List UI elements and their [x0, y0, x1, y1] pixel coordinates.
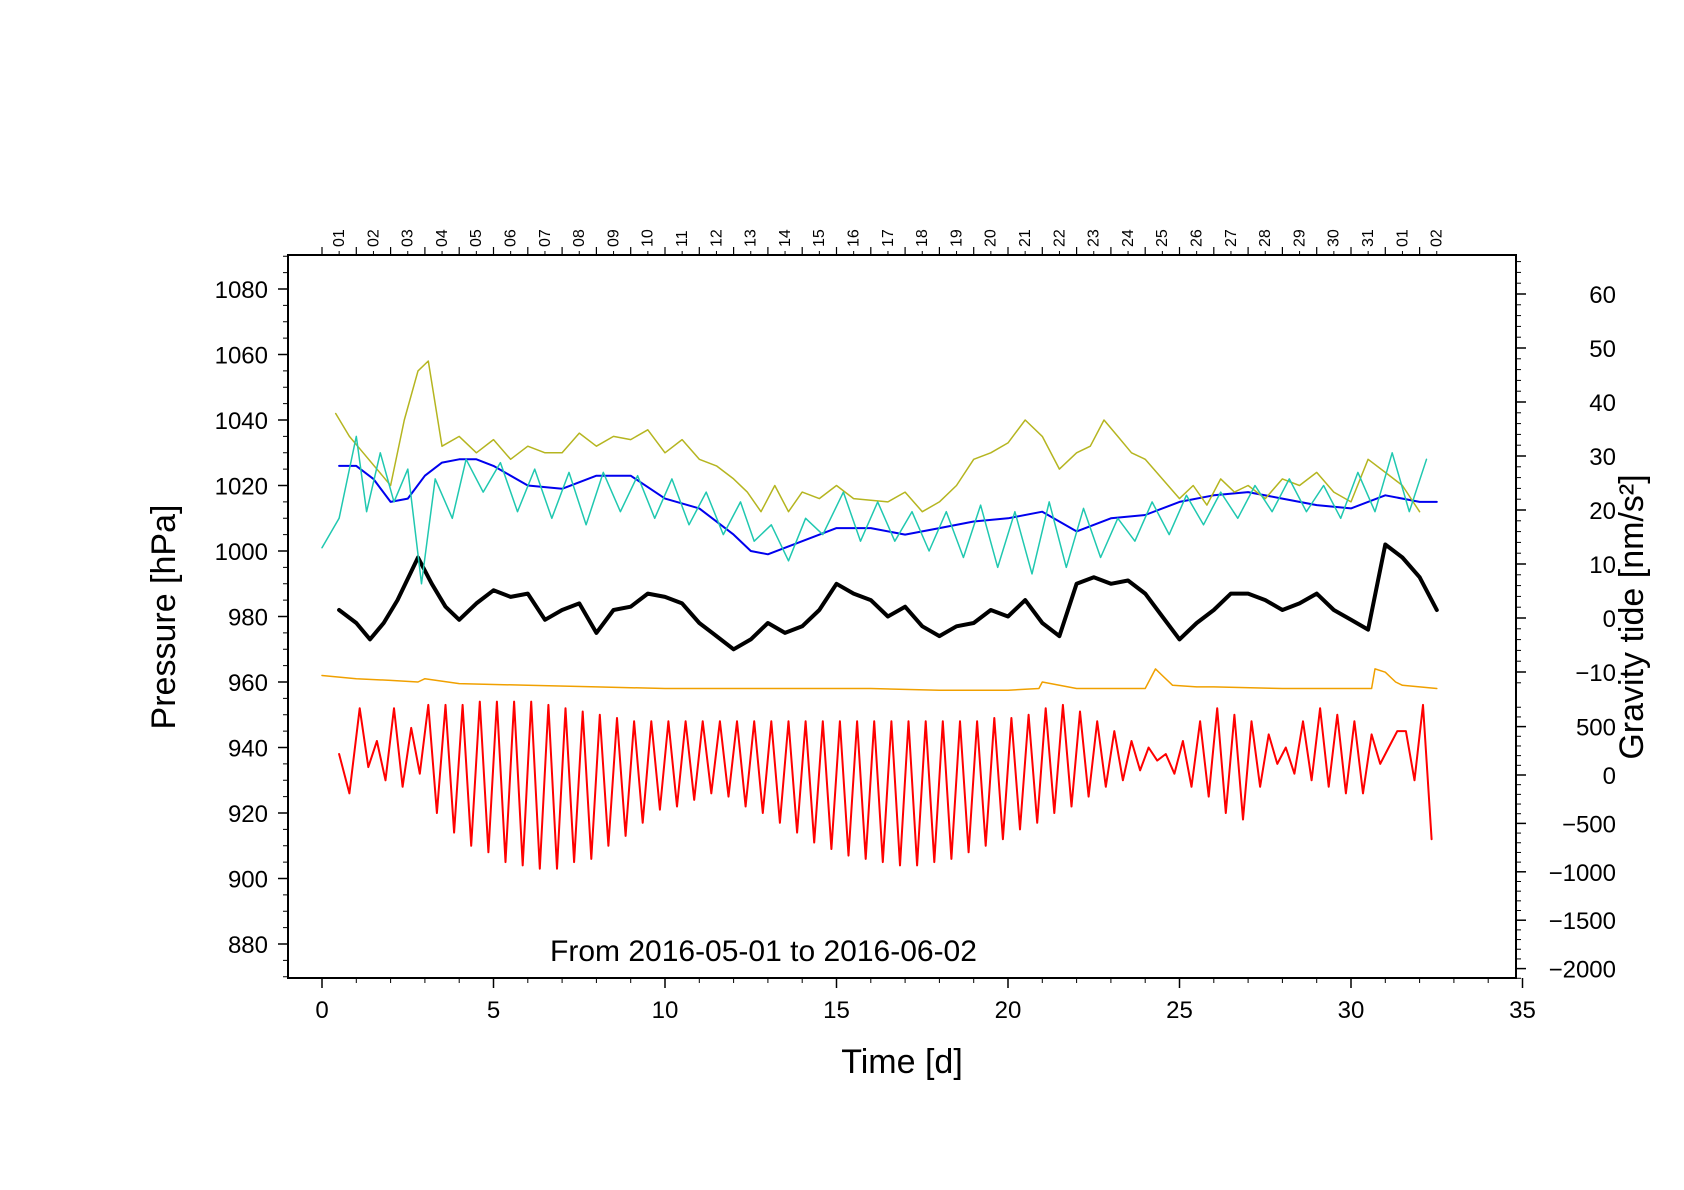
- top-day-label: 06: [503, 229, 520, 247]
- right-upper-tick-label: 50: [1589, 336, 1616, 363]
- top-day-label: 05: [468, 229, 485, 247]
- y-tick-label: 960: [228, 670, 268, 697]
- right-lower-tick-label: 0: [1603, 763, 1616, 790]
- x-tick-label: 30: [1338, 997, 1365, 1024]
- y-tick-label: 1040: [215, 408, 268, 435]
- right-upper-tick-label: 30: [1589, 444, 1616, 471]
- x-tick-label: 25: [1166, 997, 1193, 1024]
- series-line-olive_series: [334, 360, 1421, 513]
- top-day-label: 25: [1154, 229, 1171, 247]
- right-upper-tick-label: 10: [1589, 552, 1616, 579]
- top-day-label: 29: [1291, 229, 1308, 247]
- top-day-label: 01: [331, 229, 348, 247]
- series-line-pressure: [337, 542, 1439, 652]
- top-day-label: 02: [365, 229, 382, 247]
- y-axis-title: Pressure [hPa]: [145, 505, 183, 730]
- top-day-label: 11: [674, 230, 691, 247]
- top-day-label: 27: [1223, 229, 1240, 247]
- axis-ticks: [278, 247, 1526, 988]
- y-tick-label: 1020: [215, 474, 268, 501]
- top-day-label: 09: [605, 229, 622, 247]
- top-day-label: 12: [708, 229, 725, 247]
- top-day-label: 17: [880, 229, 897, 247]
- right-lower-tick-label: 500: [1576, 715, 1616, 742]
- y-tick-label: 980: [228, 605, 268, 632]
- top-day-label: 21: [1017, 229, 1034, 247]
- top-day-label: 15: [811, 229, 828, 247]
- x-tick-label: 15: [823, 997, 850, 1024]
- series-lines: [321, 360, 1439, 870]
- top-day-label: 04: [434, 229, 451, 247]
- top-day-label: 08: [571, 229, 588, 247]
- top-day-label: 19: [948, 229, 965, 247]
- series-line-cyan_series: [321, 435, 1428, 585]
- top-day-label: 24: [1120, 229, 1137, 247]
- top-day-label: 13: [743, 229, 760, 247]
- right-lower-tick-label: −2000: [1549, 957, 1616, 984]
- top-day-label: 26: [1189, 229, 1206, 247]
- x-tick-label: 35: [1509, 997, 1536, 1024]
- y-tick-label: 920: [228, 801, 268, 828]
- top-day-label: 18: [914, 229, 931, 247]
- top-day-label: 03: [400, 229, 417, 247]
- top-day-label: 01: [1394, 229, 1411, 247]
- date-range-annotation: From 2016-05-01 to 2016-06-02: [550, 935, 977, 968]
- top-day-label: 20: [983, 229, 1000, 247]
- top-day-label: 28: [1257, 229, 1274, 247]
- top-day-label: 16: [846, 229, 863, 247]
- right-upper-tick-label: 60: [1589, 282, 1616, 309]
- x-tick-label: 0: [315, 997, 328, 1024]
- right-upper-tick-label: 20: [1589, 498, 1616, 525]
- right-upper-tick-label: −10: [1575, 660, 1616, 687]
- plot-frame: [287, 254, 1517, 979]
- right-upper-tick-label: 40: [1589, 390, 1616, 417]
- top-day-label: 23: [1086, 229, 1103, 247]
- right-lower-tick-label: −1000: [1549, 860, 1616, 887]
- series-line-gravity_tide: [338, 700, 1433, 870]
- x-tick-label: 20: [995, 997, 1022, 1024]
- series-line-orange_series: [321, 668, 1438, 691]
- y-tick-label: 1060: [215, 343, 268, 370]
- top-day-label: 02: [1429, 229, 1446, 247]
- tick-labels: 0 5 10 15 20 25 30 3588090092094096098010001020…: [215, 229, 1616, 1024]
- top-day-label: 31: [1360, 229, 1377, 247]
- right-upper-tick-label: 0: [1603, 606, 1616, 633]
- x-axis-title: Time [d]: [841, 1043, 963, 1081]
- series-line-smoothed_pressure: [338, 458, 1438, 556]
- top-day-label: 07: [537, 229, 554, 247]
- y-tick-label: 1080: [215, 277, 268, 304]
- x-tick-label: 5: [487, 997, 500, 1024]
- y-tick-label: 1000: [215, 539, 268, 566]
- right-lower-tick-label: −500: [1562, 811, 1616, 838]
- top-day-label: 30: [1326, 229, 1343, 247]
- top-day-label: 10: [640, 229, 657, 247]
- y-tick-label: 940: [228, 736, 268, 763]
- right-lower-tick-label: −1500: [1549, 908, 1616, 935]
- y-tick-label: 880: [228, 932, 268, 959]
- top-day-label: 22: [1051, 229, 1068, 247]
- x-tick-label: 10: [652, 997, 679, 1024]
- y-tick-label: 900: [228, 867, 268, 894]
- top-day-label: 14: [777, 229, 794, 247]
- right-axis-title: Gravity tide [nm/s²]: [1613, 474, 1651, 759]
